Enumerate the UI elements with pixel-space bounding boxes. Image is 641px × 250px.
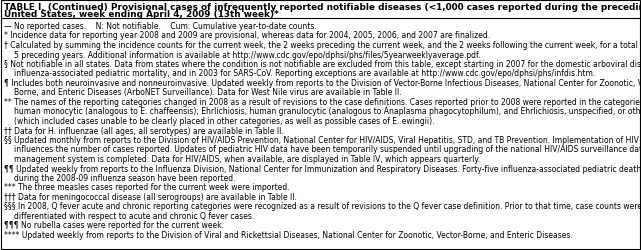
Text: United States, week ending April 4, 2009 (13th week)*: United States, week ending April 4, 2009… bbox=[4, 10, 279, 19]
Text: Borne, and Enteric Diseases (ArboNET Surveillance). Data for West Nile virus are: Borne, and Enteric Diseases (ArboNET Sur… bbox=[14, 88, 402, 97]
Text: ** The names of the reporting categories changed in 2008 as a result of revision: ** The names of the reporting categories… bbox=[4, 98, 641, 106]
Text: human monocytic (analogous to E. chaffeensis); Ehrlichiosis, human granulocytic : human monocytic (analogous to E. chaffee… bbox=[14, 107, 641, 116]
Text: §§§ In 2008, Q fever acute and chronic reporting categories were recognized as a: §§§ In 2008, Q fever acute and chronic r… bbox=[4, 202, 641, 211]
Text: TABLE I. (Continued) Provisional cases of infrequently reported notifiable disea: TABLE I. (Continued) Provisional cases o… bbox=[4, 3, 641, 12]
Text: influences the number of cases reported. Updates of pediatric HIV data have been: influences the number of cases reported.… bbox=[14, 145, 641, 154]
Text: ¶ Includes both neuroinvasive and nonneuroinvasive. Updated weekly from reports : ¶ Includes both neuroinvasive and nonneu… bbox=[4, 79, 641, 88]
Text: §§ Updated monthly from reports to the Division of HIV/AIDS Prevention, National: §§ Updated monthly from reports to the D… bbox=[4, 136, 641, 144]
Text: * Incidence data for reporting year 2008 and 2009 are provisional, whereas data : * Incidence data for reporting year 2008… bbox=[4, 31, 490, 40]
Text: ††† Data for meningococcal disease (all serogroups) are available in Table II.: ††† Data for meningococcal disease (all … bbox=[4, 192, 297, 201]
Text: during the 2008-09 influenza season have been reported.: during the 2008-09 influenza season have… bbox=[14, 173, 235, 182]
Text: § Not notifiable in all states. Data from states where the condition is not noti: § Not notifiable in all states. Data fro… bbox=[4, 60, 641, 69]
Text: 5 preceding years. Additional information is available at http://www.cdc.gov/epo: 5 preceding years. Additional informatio… bbox=[14, 50, 481, 59]
Text: *** The three measles cases reported for the current week were imported.: *** The three measles cases reported for… bbox=[4, 183, 290, 192]
Text: † Calculated by summing the incidence counts for the current week, the 2 weeks p: † Calculated by summing the incidence co… bbox=[4, 41, 641, 50]
Text: ¶¶¶ No rubella cases were reported for the current week.: ¶¶¶ No rubella cases were reported for t… bbox=[4, 220, 224, 230]
Text: **** Updated weekly from reports to the Division of Viral and Rickettsial Diseas: **** Updated weekly from reports to the … bbox=[4, 230, 573, 239]
Text: (which included cases unable to be clearly placed in other categories, as well a: (which included cases unable to be clear… bbox=[14, 116, 435, 126]
Text: — No reported cases.    N: Not notifiable.    Cum: Cumulative year-to-date count: — No reported cases. N: Not notifiable. … bbox=[4, 22, 317, 31]
Text: †† Data for H. influenzae (all ages, all serotypes) are available in Table II.: †† Data for H. influenzae (all ages, all… bbox=[4, 126, 284, 135]
Text: ¶¶ Updated weekly from reports to the Influenza Division, National Center for Im: ¶¶ Updated weekly from reports to the In… bbox=[4, 164, 641, 173]
Text: differentiated with respect to acute and chronic Q fever cases.: differentiated with respect to acute and… bbox=[14, 211, 254, 220]
Text: influenza-associated pediatric mortality, and in 2003 for SARS-CoV. Reporting ex: influenza-associated pediatric mortality… bbox=[14, 69, 595, 78]
Text: management system is completed. Data for HIV/AIDS, when available, are displayed: management system is completed. Data for… bbox=[14, 154, 480, 163]
